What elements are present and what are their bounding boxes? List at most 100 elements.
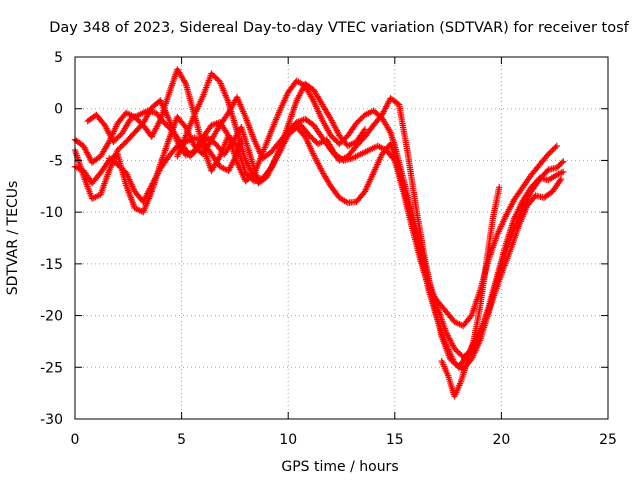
- data-point: [117, 144, 124, 151]
- data-point: [118, 165, 126, 172]
- data-point: [115, 162, 123, 170]
- data-point: [361, 126, 369, 133]
- data-point: [449, 358, 457, 365]
- y-tick-label: -25: [40, 360, 63, 376]
- data-point: [354, 118, 362, 126]
- plot-frame: [74, 56, 609, 420]
- data-point: [531, 193, 538, 201]
- data-point: [115, 145, 123, 152]
- x-tick-label: 10: [279, 432, 297, 448]
- data-point: [456, 350, 464, 358]
- data-point: [560, 158, 567, 165]
- y-tick-label: -10: [40, 205, 63, 221]
- data-point: [447, 355, 454, 363]
- grid: [75, 57, 608, 419]
- data-point: [211, 73, 218, 80]
- data-point: [186, 153, 194, 160]
- data-point: [357, 115, 364, 123]
- data-point: [553, 142, 561, 150]
- data-point: [111, 137, 118, 144]
- data-point: [188, 151, 195, 159]
- y-axis-label: SDTVAR / TECUs: [5, 181, 21, 296]
- data-point: [113, 135, 120, 143]
- data-point: [336, 140, 343, 148]
- data-point: [165, 124, 173, 131]
- y-tick-label: -30: [40, 412, 63, 428]
- x-tick-label: 0: [71, 432, 80, 448]
- data-point: [356, 117, 363, 124]
- data-point: [135, 117, 143, 125]
- data-point: [545, 151, 552, 158]
- data-point: [546, 149, 553, 157]
- data-point: [467, 313, 474, 321]
- y-tick-label: -20: [40, 309, 63, 325]
- data-point: [327, 132, 335, 139]
- y-tick-label: -15: [40, 257, 63, 273]
- x-tick-label: 5: [177, 432, 186, 448]
- data-point: [242, 169, 249, 177]
- tick-labels: 0 5 10 15 20 25 5 0 -5 -10 -15 -20 -25 -30: [40, 50, 617, 448]
- data-point: [547, 148, 555, 155]
- data-point: [209, 71, 217, 79]
- x-tick-label: 15: [386, 432, 404, 448]
- data-point: [558, 159, 566, 166]
- x-tick-label: 25: [599, 432, 617, 448]
- plot-border: [74, 56, 609, 420]
- data-point: [213, 75, 221, 83]
- data-point: [191, 148, 198, 156]
- data-point: [167, 125, 174, 132]
- y-tick-label: 5: [54, 50, 63, 66]
- data-point: [448, 357, 455, 364]
- data-series: [438, 184, 503, 400]
- chart-title: Day 348 of 2023, Sidereal Day-to-day VTE…: [49, 20, 629, 36]
- data-point: [496, 184, 503, 191]
- data-point: [162, 121, 170, 128]
- data-point: [451, 359, 458, 367]
- data-point: [118, 142, 126, 150]
- data-point: [560, 168, 567, 176]
- data-point: [452, 346, 460, 354]
- data-point: [110, 138, 117, 146]
- data-point: [120, 166, 127, 174]
- data-point: [451, 345, 458, 352]
- data-point: [550, 145, 558, 152]
- data-point: [454, 348, 461, 355]
- data-markers: [71, 66, 567, 400]
- data-point: [208, 70, 215, 77]
- data-point: [189, 150, 197, 157]
- x-axis-label: GPS time / hours: [281, 459, 398, 475]
- data-point: [212, 74, 219, 81]
- data-point: [161, 119, 168, 127]
- x-tick-label: 20: [492, 432, 510, 448]
- data-point: [331, 136, 339, 143]
- data-point: [243, 171, 251, 178]
- data-point: [455, 349, 462, 357]
- data-point: [114, 134, 121, 141]
- data-point: [329, 133, 336, 141]
- data-point: [192, 147, 200, 154]
- data-point: [307, 133, 315, 141]
- data-point: [557, 175, 565, 183]
- data-point: [549, 146, 556, 154]
- data-series: [105, 134, 245, 205]
- data-point: [115, 133, 123, 140]
- data-point: [120, 141, 127, 148]
- data-point: [137, 119, 144, 126]
- data-point: [164, 122, 171, 130]
- data-point: [114, 161, 121, 168]
- data-point: [330, 135, 337, 142]
- data-point: [117, 164, 124, 171]
- data-series: [71, 94, 565, 371]
- data-point: [390, 155, 397, 163]
- data-point: [191, 142, 198, 150]
- y-tick-label: 0: [54, 102, 63, 118]
- data-point: [353, 119, 360, 127]
- y-tick-label: -5: [49, 153, 63, 169]
- data-point: [238, 136, 245, 143]
- data-point: [358, 114, 366, 121]
- data-point: [309, 135, 316, 142]
- data-point: [552, 144, 559, 151]
- data-point: [333, 137, 340, 145]
- data-point: [310, 136, 317, 143]
